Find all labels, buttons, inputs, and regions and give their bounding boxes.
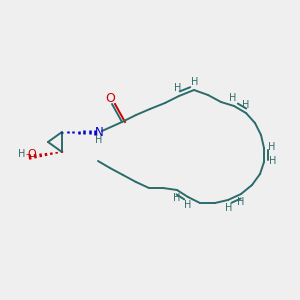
Text: H: H xyxy=(229,93,237,103)
Text: H: H xyxy=(173,193,181,203)
Text: O: O xyxy=(28,149,36,159)
Text: O: O xyxy=(105,92,115,104)
Text: H: H xyxy=(174,83,182,93)
Text: H: H xyxy=(18,149,26,159)
Text: H: H xyxy=(191,77,199,87)
Text: H: H xyxy=(268,142,276,152)
Text: H: H xyxy=(225,203,233,213)
Text: H: H xyxy=(269,156,277,166)
Text: H: H xyxy=(237,197,245,207)
Text: H: H xyxy=(95,135,103,145)
Text: H: H xyxy=(184,200,192,210)
Text: N: N xyxy=(94,125,103,139)
Text: H: H xyxy=(242,100,250,110)
Text: -: - xyxy=(25,149,29,159)
